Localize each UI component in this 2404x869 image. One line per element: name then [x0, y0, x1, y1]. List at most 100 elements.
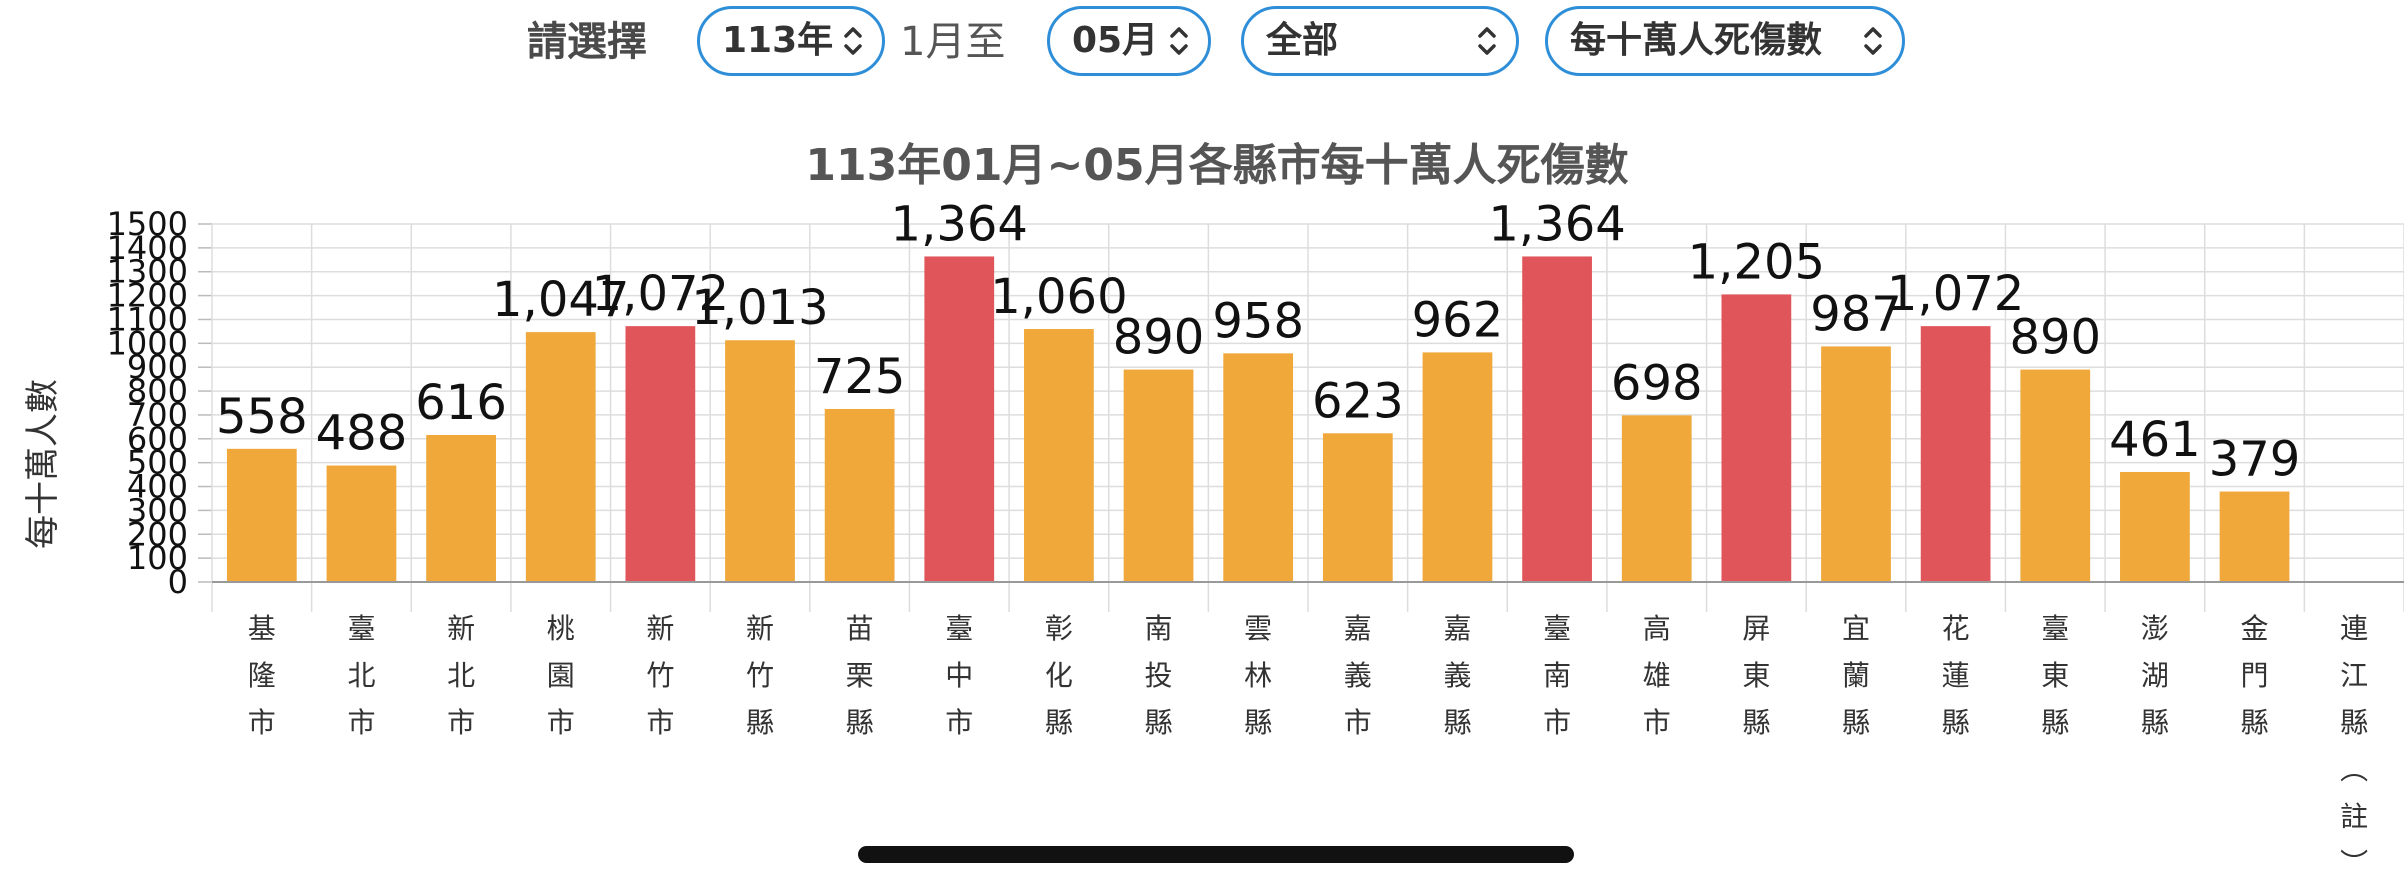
y-tick-label: 300: [127, 491, 188, 529]
y-tick-label: 800: [127, 372, 188, 410]
data-labels: 558 4886161,0471,0721,0137251,3641,060890…: [216, 196, 2300, 487]
bar: [2219, 491, 2290, 582]
y-tick-label: 1100: [107, 300, 188, 338]
y-tick-label: 1200: [107, 277, 188, 315]
chevron-up-down-icon: [1864, 27, 1882, 55]
data-label: 1,364: [1488, 196, 1625, 252]
y-tick-label: 700: [127, 396, 188, 434]
y-tick-label: 0: [168, 563, 188, 601]
data-label: 698: [1611, 355, 1703, 411]
data-label: 461: [2109, 412, 2201, 468]
filter-bar: 請選擇 113年 1月至 05月 全部 每十萬人死傷數: [0, 0, 2404, 82]
x-tick-label: 桃園市: [547, 612, 575, 739]
x-tick-label: 花蓮縣: [1942, 612, 1970, 739]
metric-select-value: 每十萬人死傷數: [1570, 20, 1823, 61]
y-axis-label: 每十萬人數: [23, 379, 63, 549]
chevron-up-down-icon: [1170, 27, 1188, 55]
x-tick-label: 雲林縣: [1244, 612, 1272, 739]
data-label: 962: [1412, 292, 1504, 348]
from-month-label: 1月至: [900, 19, 1006, 65]
chart-title: 113年01月~05月各縣市每十萬人死傷數: [805, 140, 1628, 191]
data-label: 958: [1212, 293, 1304, 349]
y-tick-label: 1000: [107, 324, 188, 362]
chevron-up-down-icon: [1478, 27, 1496, 55]
x-tick-label: 新竹縣: [746, 612, 774, 739]
y-tick-label: 400: [127, 468, 188, 506]
x-tick-label: 嘉義市: [1344, 612, 1372, 739]
y-tick-label: 600: [127, 420, 188, 458]
bar: [1123, 369, 1194, 582]
x-tick-label: 金門縣: [2241, 612, 2269, 739]
bar: [426, 434, 496, 582]
bar: [2120, 471, 2190, 582]
x-tick-label: 宜蘭縣: [1842, 612, 1870, 739]
data-label: 1,072: [1887, 266, 2024, 322]
bar: [226, 448, 297, 582]
data-label: 987: [1810, 286, 1902, 342]
data-label: 1,364: [891, 196, 1028, 252]
bar: [1522, 256, 1592, 582]
data-label: 890: [2009, 310, 2101, 366]
data-label: 890: [1113, 310, 1205, 366]
y-tick-label: 200: [127, 515, 188, 553]
x-tick-label: 屏東縣: [1742, 612, 1770, 739]
x-tick-label: 基隆市: [248, 612, 276, 739]
data-label: 1,013: [691, 280, 828, 336]
x-tick-label: 高雄市: [1643, 612, 1671, 739]
bar-chart: 113年01月~05月各縣市每十萬人死傷數 每十萬人數 010020030040…: [23, 140, 2404, 869]
chart-area: 113年01月~05月各縣市每十萬人死傷數 每十萬人數 0 100 200 300 40…: [0, 82, 2404, 869]
bars: [226, 256, 2290, 582]
bar: [1721, 294, 1792, 582]
bar: [1322, 433, 1393, 582]
region-select-value: 全部: [1266, 20, 1339, 61]
data-label: 558: [216, 389, 308, 445]
x-tick-label: 苗栗縣: [846, 612, 874, 739]
x-tick-label: 南投縣: [1145, 612, 1173, 739]
x-tick-label: 澎湖縣: [2141, 612, 2169, 739]
bar: [924, 256, 995, 582]
bar: [725, 340, 795, 582]
data-label: 379: [2209, 432, 2301, 488]
data-label: 623: [1312, 373, 1404, 429]
data-label: 1,205: [1688, 234, 1825, 290]
x-tick-label: 臺南市: [1543, 612, 1571, 739]
y-tick-label: 500: [127, 444, 188, 482]
data-label: 488: [316, 406, 408, 462]
bar: [1821, 346, 1891, 582]
to-month-select-value: 05月: [1072, 20, 1159, 61]
bar: [1422, 352, 1493, 582]
metric-select[interactable]: 每十萬人死傷數: [1545, 6, 1905, 76]
y-tick-label: 1400: [107, 229, 188, 267]
year-select-value: 113年: [722, 20, 834, 61]
filter-prompt: 請選擇: [527, 19, 647, 65]
x-tick-label: 嘉義縣: [1443, 612, 1471, 739]
data-label: 1,072: [592, 266, 729, 322]
bar: [525, 332, 596, 582]
data-label: 1,060: [990, 269, 1127, 325]
x-tick-label: 新竹市: [646, 612, 674, 739]
data-label: 725: [814, 349, 906, 405]
x-axis-ticks: 基隆市 臺北市 新北市 桃園市 新竹市 新竹縣 苗栗縣 臺中市 彰化縣 南投縣 雲林縣 嘉義市 嘉義縣 臺…: [248, 612, 2368, 869]
bar: [2020, 369, 2091, 582]
bar: [1621, 415, 1692, 582]
data-label: 616: [415, 375, 507, 431]
bar: [1920, 326, 1991, 582]
home-indicator: [858, 846, 1574, 863]
region-select[interactable]: 全部: [1241, 6, 1519, 76]
x-tick-label: 彰化縣: [1045, 612, 1073, 739]
y-tick-label: 100: [127, 539, 188, 577]
year-select[interactable]: 113年: [697, 6, 885, 76]
y-axis-ticks: 0100200300400500600700800900100011001200…: [107, 205, 188, 601]
x-tick-label: 臺東縣: [2041, 612, 2069, 739]
chevron-up-down-icon: [844, 27, 862, 55]
to-month-select[interactable]: 05月: [1047, 6, 1211, 76]
bar: [625, 326, 696, 582]
bar: [824, 408, 895, 582]
data-label: 1,047: [492, 272, 629, 328]
y-tick-label: 900: [127, 348, 188, 386]
y-tick-label: 1500: [107, 205, 188, 243]
bar: [1024, 329, 1094, 582]
x-tick-label: 新北市: [447, 612, 475, 739]
x-tick-label: 臺中市: [945, 612, 973, 739]
x-tick-label: 臺北市: [347, 612, 375, 739]
